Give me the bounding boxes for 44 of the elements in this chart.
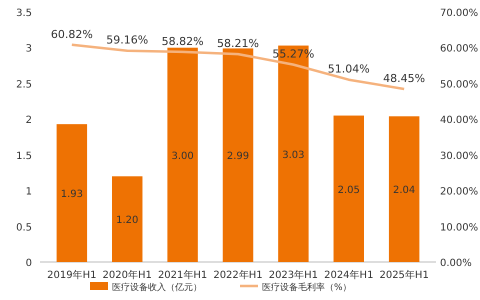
y-tick-label: 1.5 bbox=[16, 150, 32, 162]
data-label: 1.20 bbox=[116, 215, 138, 226]
y2-tick-label: 70.00% bbox=[440, 8, 478, 19]
data-label: 2.99 bbox=[226, 151, 250, 162]
y-tick-label: 2 bbox=[26, 115, 32, 126]
bar bbox=[222, 48, 254, 262]
x-tick-label: 2025年H1 bbox=[379, 269, 429, 281]
y2-tick-label: 0.00% bbox=[440, 258, 472, 269]
data-label: 58.21% bbox=[217, 37, 259, 50]
data-label: 2.05 bbox=[338, 184, 360, 196]
y2-tick-label: 20.00% bbox=[440, 186, 478, 198]
y2-tick-label: 30.00% bbox=[440, 150, 478, 162]
data-label: 3.03 bbox=[282, 150, 305, 161]
y-tick-label: 0 bbox=[26, 258, 32, 269]
data-label: 1.93 bbox=[60, 189, 83, 200]
y-tick-label: 1 bbox=[26, 186, 32, 198]
bar bbox=[56, 124, 88, 262]
y-tick-label: 2.5 bbox=[16, 79, 32, 90]
x-tick-label: 2020年H1 bbox=[102, 269, 152, 281]
bar bbox=[334, 116, 364, 262]
y2-tick-label: 10.00% bbox=[440, 222, 478, 234]
y-tick-label: 3 bbox=[26, 44, 32, 55]
legend-label: 医疗设备毛利率（%） bbox=[262, 282, 352, 293]
data-label: 58.82% bbox=[162, 34, 204, 48]
data-label: 2.04 bbox=[393, 185, 416, 196]
y2-tick-label: 60.00% bbox=[440, 44, 478, 55]
y-tick-label: 0.5 bbox=[16, 222, 32, 234]
x-tick-label: 2019年H1 bbox=[47, 269, 97, 281]
y-tick-label: 3.5 bbox=[16, 8, 32, 19]
data-label: 48.45% bbox=[383, 72, 426, 85]
x-tick-label: 2024年H1 bbox=[324, 269, 374, 281]
y2-tick-label: 40.00% bbox=[440, 115, 478, 126]
bar bbox=[167, 48, 198, 262]
data-label: 59.16% bbox=[106, 34, 148, 47]
y2-tick-label: 50.00% bbox=[440, 79, 478, 90]
data-label: 3.00 bbox=[171, 150, 194, 162]
data-label: 51.04% bbox=[328, 62, 370, 76]
legend-label: 医疗设备收入（亿元） bbox=[112, 282, 202, 293]
x-tick-label: 2023年H1 bbox=[268, 269, 318, 281]
bar bbox=[388, 116, 420, 262]
x-tick-label: 2022年H1 bbox=[213, 269, 263, 281]
bar bbox=[112, 176, 142, 262]
data-label: 60.82% bbox=[50, 28, 93, 41]
x-tick-label: 2021年H1 bbox=[158, 269, 208, 281]
